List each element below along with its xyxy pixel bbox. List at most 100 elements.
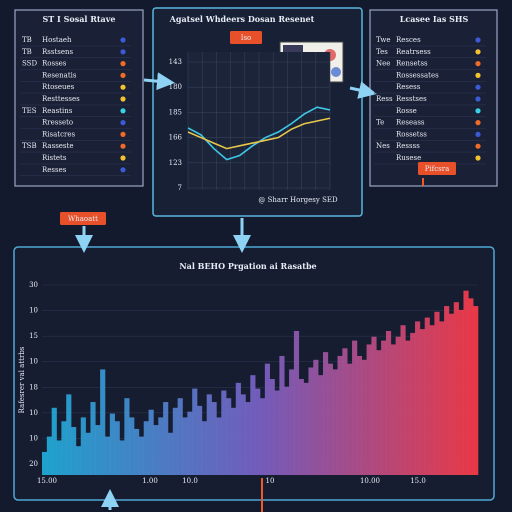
- line-series: [187, 117, 331, 150]
- row-dot: [120, 72, 126, 78]
- y-tick-label: 18: [29, 383, 38, 391]
- bar: [269, 379, 275, 475]
- bar: [42, 451, 48, 475]
- bar: [172, 407, 178, 475]
- row-dot: [120, 143, 126, 149]
- bar: [347, 363, 353, 475]
- row-dot: [120, 49, 126, 55]
- bar: [366, 344, 372, 475]
- bar: [400, 325, 406, 475]
- row-label: Rossetss: [396, 130, 427, 138]
- row-dot: [475, 131, 481, 137]
- y-tick-label: 7: [178, 184, 182, 192]
- y-tick-label: 30: [29, 281, 38, 289]
- bar: [444, 306, 450, 475]
- row-dot: [120, 167, 126, 173]
- row-key: TB: [22, 48, 32, 56]
- bar: [235, 382, 241, 475]
- bar: [395, 336, 401, 475]
- row-key: Twe: [376, 36, 391, 44]
- bar: [138, 436, 145, 475]
- y-tick-label: 166: [169, 134, 183, 142]
- x-tick-label: 15.0: [410, 477, 426, 485]
- y-tick-label: 10: [29, 409, 38, 417]
- left-title: ST I Sosal Rtave: [43, 14, 116, 24]
- tag-label: Pifcsra: [425, 165, 450, 173]
- bar: [134, 428, 140, 475]
- row-label: Hostaeh: [42, 36, 72, 44]
- bar: [337, 355, 343, 475]
- bar: [71, 427, 77, 475]
- row-label: Rensetss: [396, 60, 428, 68]
- y-tick-label: 10: [29, 307, 38, 315]
- row-label: Rossessates: [396, 71, 439, 79]
- bar: [104, 436, 111, 475]
- bar: [114, 421, 120, 475]
- row-key: TB: [22, 36, 32, 44]
- row-label: Rusese: [396, 154, 421, 162]
- arrows: [75, 72, 377, 510]
- bar: [80, 417, 86, 475]
- bar: [361, 359, 367, 475]
- bottom-title: Nal BEHO Prgation ai Rasatbe: [179, 261, 316, 271]
- bar: [197, 405, 203, 475]
- bar: [148, 409, 154, 475]
- row-label: Resses: [42, 166, 67, 174]
- bar: [211, 402, 217, 475]
- bar: [56, 440, 62, 475]
- bar: [226, 398, 232, 475]
- bar: [463, 290, 469, 475]
- bar: [419, 329, 426, 475]
- bar: [415, 321, 421, 475]
- row-key: SSD: [22, 60, 37, 68]
- bar: [187, 411, 193, 475]
- x-tick-label: 1.00: [142, 477, 158, 485]
- row-dot: [475, 143, 481, 149]
- row-label: Reseass: [396, 119, 425, 127]
- row-label: Resttesses: [42, 95, 80, 103]
- bar: [264, 363, 270, 475]
- row-label: Risatcres: [42, 130, 75, 138]
- bar: [289, 369, 295, 475]
- bar: [182, 417, 188, 475]
- bottom-y-label: Rafesrer val attrbs: [18, 346, 26, 413]
- row-dot: [475, 37, 481, 43]
- row-dot: [120, 84, 126, 90]
- bar: [119, 440, 125, 475]
- bar: [221, 390, 227, 475]
- bar: [124, 398, 130, 475]
- y-tick-label: 10: [29, 434, 38, 442]
- bar: [356, 355, 363, 475]
- row-label: Reastins: [42, 107, 73, 115]
- bar: [448, 313, 455, 475]
- y-tick-label: 180: [169, 83, 182, 91]
- bar: [279, 355, 285, 475]
- bar: [61, 421, 67, 475]
- row-key: Ress: [376, 95, 393, 103]
- bar: [177, 398, 183, 475]
- row-label: Resenatis: [42, 71, 77, 79]
- bar: [201, 421, 208, 475]
- bar: [51, 407, 57, 475]
- row-label: Resces: [396, 36, 421, 44]
- bar: [75, 446, 82, 475]
- y-tick-label: 15: [29, 332, 38, 340]
- row-dot: [475, 155, 481, 161]
- bar: [245, 402, 251, 475]
- bar: [129, 417, 135, 475]
- row-label: Resess: [396, 83, 421, 91]
- row-key: Nes: [376, 142, 390, 150]
- bar: [255, 388, 261, 475]
- bar: [284, 386, 290, 475]
- tag: [418, 162, 456, 175]
- bar: [216, 417, 222, 475]
- tag: [60, 212, 106, 225]
- row-key: Tes: [376, 48, 388, 56]
- bar: [298, 379, 304, 475]
- bar: [192, 388, 198, 475]
- row-key: Te: [376, 119, 384, 127]
- row-dot: [475, 120, 481, 126]
- row-dot: [475, 61, 481, 67]
- bar: [468, 298, 474, 475]
